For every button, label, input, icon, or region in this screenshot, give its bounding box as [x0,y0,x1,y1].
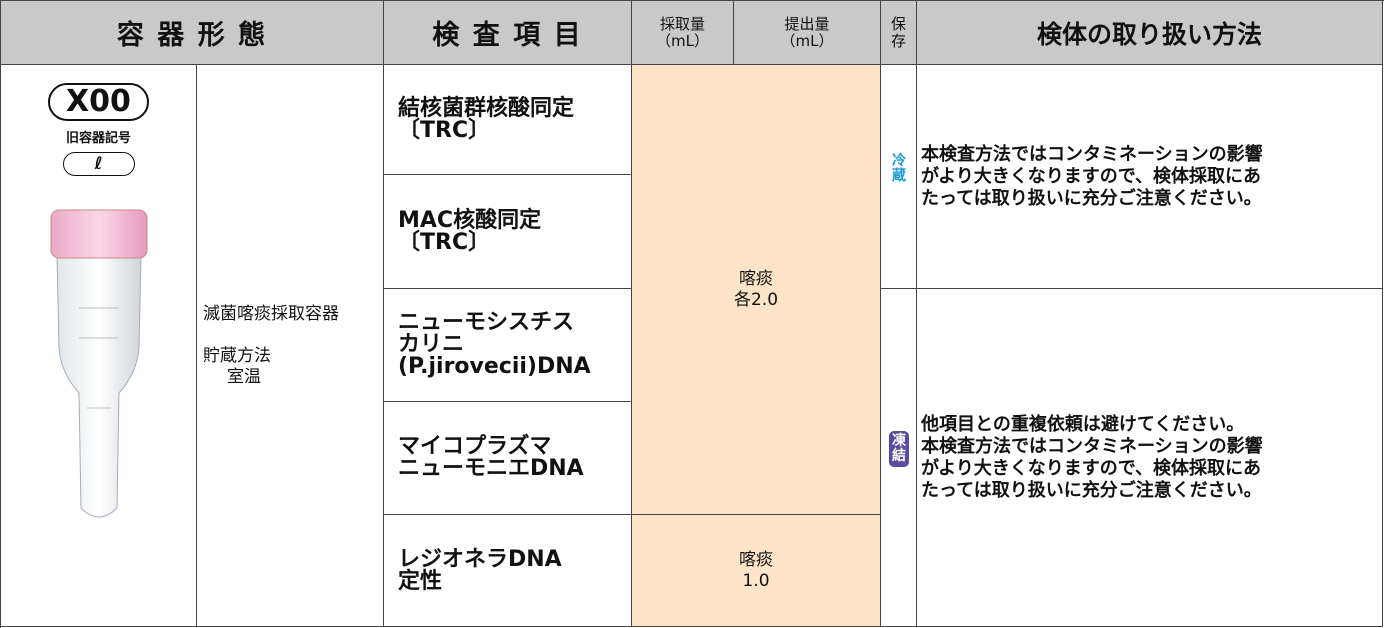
test-name: 〔TRC〕 [398,229,491,255]
old-code: ℓ [94,154,103,174]
test-name: ニューモニエDNA [398,456,584,481]
header-cell: 保存 [881,1,917,65]
storage-char: 蔵 [892,168,906,184]
container-info: 滅菌喀痰採取容器 貯蔵方法 室温 [197,65,384,627]
amount: 各2.0 [733,289,779,310]
volume-cell: 喀痰 各2.0 [632,65,881,515]
handling-line: 本検査方法ではコンタミネーションの影響 [921,143,1263,165]
test-name: カリニ [398,332,465,357]
storage-cell [881,289,917,627]
container-name: 滅菌喀痰採取容器 [203,303,339,324]
handling-line: 本検査方法ではコンタミネーションの影響 [921,435,1263,457]
test-cell: MAC核酸同定 〔TRC〕 [384,175,632,289]
storage-icon: 冷蔵 [889,154,909,184]
tube-image [50,209,147,518]
header-text: 検体の取り扱い方法 [1036,19,1262,49]
storage-char: 凍 [892,433,906,449]
test-name: ニューモシスチス [398,310,575,335]
header-text: 提出量 [784,14,830,33]
test-cell: レジオネラDNA 定性 [384,515,632,627]
handling-line: がより大きくなりますので、検体採取にあ [921,457,1262,479]
header-text: （mL） [780,31,834,50]
test-name: マイコプラズマ [398,434,552,459]
header-cell: 提出量 （mL） [734,1,881,65]
storage-label: 貯蔵方法 [203,345,271,366]
header-text: 検 査 項 目 [432,20,583,51]
old-code-label: 旧容器記号 [65,131,131,146]
header-cell: 採取量 （mL） [632,1,734,65]
storage-cell [881,65,917,289]
test-cell: 結核菌群核酸同定 〔TRC〕 [384,65,632,175]
amount: 1.0 [742,570,770,591]
test-name: 定性 [398,568,443,594]
storage-char: 冷 [892,153,906,169]
test-name: 〔TRC〕 [398,117,491,143]
image-cell: X00 旧容器記号 ℓ [1,65,197,627]
header-text: 保 [890,14,906,33]
specimen: 喀痰 [739,268,773,289]
storage-value: 室温 [227,366,261,387]
test-cell: ニューモシスチス カリニ (P.jirovecii)DNA [384,289,632,402]
test-name: MAC核酸同定 [398,207,542,233]
header-cell: 容 器 形 態 [1,1,384,65]
test-name: (P.jirovecii)DNA [398,354,591,379]
code-badge: X00 [48,83,149,121]
volume-cell: 喀痰 1.0 [632,515,881,627]
handling-line: 他項目との重複依頼は避けてください。 [921,413,1245,435]
specimen: 喀痰 [739,549,773,570]
storage-icon: 凍結 [889,431,909,467]
storage-char: 結 [892,448,906,464]
handling-line: たっては取り扱いに充分ご注意ください。 [921,479,1262,501]
test-name: レジオネラDNA [398,546,562,572]
header-cell: 検体の取り扱い方法 [917,1,1383,65]
container-code: X00 [66,84,131,119]
old-code-badge: ℓ [62,152,135,176]
header-text: 採取量 [659,14,705,33]
handling-cell: 他項目との重複依頼は避けてください。 本検査方法ではコンタミネーションの影響 がより… [917,289,1383,627]
header-text: 容 器 形 態 [116,20,268,51]
test-cell: マイコプラズマ ニューモニエDNA [384,402,632,515]
handling-cell: 本検査方法ではコンタミネーションの影響 がより大きくなりますので、検体採取にあ たっ… [917,65,1383,289]
header-text: 存 [890,31,906,50]
test-name: 結核菌群核酸同定 [398,95,575,121]
handling-line: がより大きくなりますので、検体採取にあ [921,165,1262,187]
header-cell: 検 査 項 目 [384,1,632,65]
handling-line: たっては取り扱いに充分ご注意ください。 [921,187,1262,209]
header-text: （mL） [656,31,709,50]
